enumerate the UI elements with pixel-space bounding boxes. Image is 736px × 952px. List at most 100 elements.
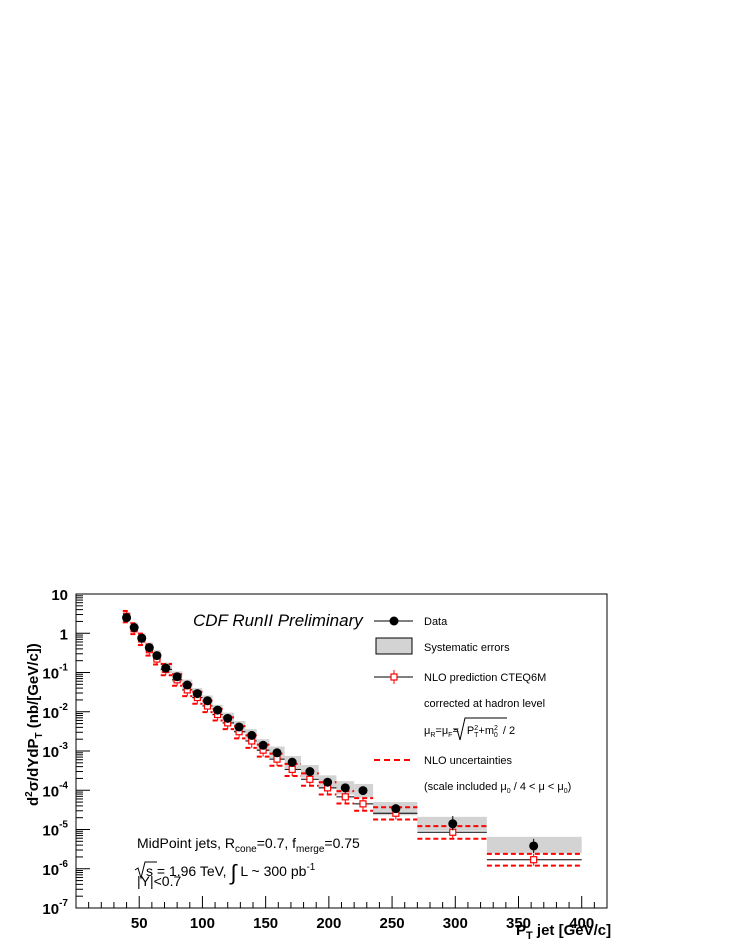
mu-part-7: T xyxy=(474,732,479,739)
data-point-20 xyxy=(358,786,368,796)
legend-nlo-unc-label: NLO uncertainties xyxy=(424,755,513,767)
nlo-point-20 xyxy=(359,800,367,808)
annotation-energy: s = 1.96 TeV, ∫ L ~ 300 pb-1 xyxy=(146,860,316,885)
data-point-9 xyxy=(202,696,212,706)
data-point-23 xyxy=(529,841,539,851)
data-point-1 xyxy=(129,623,139,633)
plot-frame xyxy=(75,593,608,909)
energy-part-1: ∫ xyxy=(228,860,238,885)
data-point-7 xyxy=(182,680,192,690)
energy-part-2: L ~ 300 pb xyxy=(237,863,307,879)
chart-title: CDF RunII Preliminary xyxy=(193,611,364,630)
y-axis-title: d2σ/dYdPT (nb/[GeV/c]) xyxy=(24,643,45,806)
y-tick-label-5: 10-4 xyxy=(42,780,68,800)
x-tick-label-6: 350 xyxy=(506,915,531,932)
y-axis-title-part-4: (nb/[GeV/c]) xyxy=(25,643,42,732)
scale-part-3: 0 xyxy=(564,788,568,795)
y-tick-label-8: 10-7 xyxy=(42,898,68,918)
data-point-8 xyxy=(192,689,202,699)
data-point-17 xyxy=(305,767,315,777)
y-tick-label-6: 10-5 xyxy=(42,820,68,840)
scale-part-0: (scale included μ xyxy=(424,781,507,793)
x-axis: 50 100 150 200 250 300 350 400 xyxy=(88,896,595,932)
mu-part-10: 0 xyxy=(494,732,498,739)
y-axis-title-part-3: T xyxy=(34,732,45,738)
scale-part-4: ) xyxy=(568,781,572,793)
data-point-11 xyxy=(223,713,233,723)
data-point-14 xyxy=(258,740,268,750)
y-axis-title-part-0: d xyxy=(25,797,42,806)
legend-mu-formula: μR=μF= P2 T+m2 0 / 2 xyxy=(424,725,515,739)
data-series xyxy=(122,613,539,854)
data-point-0 xyxy=(122,613,132,623)
x-tick-label-3: 200 xyxy=(316,915,341,932)
data-point-21 xyxy=(391,804,401,814)
jets-part-3: merge xyxy=(296,844,325,855)
scale-part-1: 0 xyxy=(507,788,511,795)
mu-part-1: R xyxy=(430,732,435,739)
x-tick-label-1: 100 xyxy=(190,915,215,932)
annotation-rapidity: |Y|<0.7 xyxy=(137,873,181,889)
data-point-3 xyxy=(144,643,154,653)
mu-part-8: +m xyxy=(478,725,494,737)
x-axis-title-sub: T xyxy=(526,930,533,942)
mu-part-5: P xyxy=(467,725,474,737)
x-axis-title: PT jet [GeV/c] xyxy=(516,922,611,942)
energy-part-3: -1 xyxy=(306,862,315,873)
y-tick-label-4: 10-3 xyxy=(42,741,68,761)
x-tick-label-2: 150 xyxy=(253,915,278,932)
data-point-4 xyxy=(152,651,162,661)
data-point-12 xyxy=(234,722,244,732)
y-tick-label-7: 10-6 xyxy=(42,859,68,879)
x-tick-label-5: 300 xyxy=(443,915,468,932)
energy-part-0: s = 1.96 TeV, xyxy=(146,863,230,879)
nlo-point-17 xyxy=(306,775,314,783)
y-tick-label-2: 10-1 xyxy=(42,663,68,683)
annotation-sqrt-sign xyxy=(134,861,157,880)
mu-part-11: / 2 xyxy=(500,725,515,737)
mu-part-2: =μ xyxy=(435,725,448,737)
legend-corrected-label: corrected at hadron level xyxy=(424,698,545,710)
jets-part-4: =0.75 xyxy=(324,835,360,851)
scale-part-2: / 4 < μ < μ xyxy=(511,781,564,793)
y-tick-label-3: 10-2 xyxy=(42,702,68,722)
data-point-22 xyxy=(448,819,458,829)
data-point-2 xyxy=(137,633,147,643)
mu-part-6: 2 xyxy=(474,725,478,732)
legend-sys-label: Systematic errors xyxy=(424,642,510,654)
legend-data-marker xyxy=(389,616,399,626)
nlo-point-19 xyxy=(341,793,349,801)
data-point-18 xyxy=(323,777,333,787)
y-axis-title-part-1: 2 xyxy=(24,791,35,797)
data-point-15 xyxy=(272,748,282,758)
annotations: MidPoint jets, Rcone=0.7, fmerge=0.75 s … xyxy=(134,835,360,889)
y-axis: 10 1 10-1 10-2 10-3 10-4 10-5 10-6 10-7 xyxy=(42,587,90,918)
nlo-point-16 xyxy=(288,765,296,773)
x-axis-title-rest: jet [GeV/c] xyxy=(533,922,611,939)
x-tick-label-7: 400 xyxy=(569,915,594,932)
y-tick-label-1: 1 xyxy=(60,626,68,643)
jets-part-2: =0.7, f xyxy=(257,835,296,851)
legend-nlo-marker xyxy=(390,673,398,681)
legend-sys-swatch xyxy=(375,637,413,655)
data-point-5 xyxy=(161,663,171,673)
annotation-jets: MidPoint jets, Rcone=0.7, fmerge=0.75 xyxy=(137,835,360,855)
x-tick-label-4: 250 xyxy=(380,915,405,932)
legend-nlo-label: NLO prediction CTEQ6M xyxy=(424,672,546,684)
nlo-uncertainty-band xyxy=(122,609,582,867)
mu-part-4: = xyxy=(452,725,458,737)
data-point-19 xyxy=(340,783,350,793)
legend-data-label: Data xyxy=(424,616,448,628)
y-axis-title-part-2: σ/dYdP xyxy=(25,739,42,792)
nlo-point-23 xyxy=(530,856,538,864)
nlo-prediction-series xyxy=(122,610,582,866)
data-point-6 xyxy=(172,672,182,682)
legend: Data Systematic errors NLO prediction CT… xyxy=(374,616,571,795)
data-point-10 xyxy=(213,705,223,715)
jets-part-1: cone xyxy=(235,844,257,855)
data-point-13 xyxy=(247,730,257,740)
y-tick-label-0: 10 xyxy=(51,587,68,604)
mu-part-9: 2 xyxy=(494,725,498,732)
mu-part-3: F xyxy=(448,732,452,739)
